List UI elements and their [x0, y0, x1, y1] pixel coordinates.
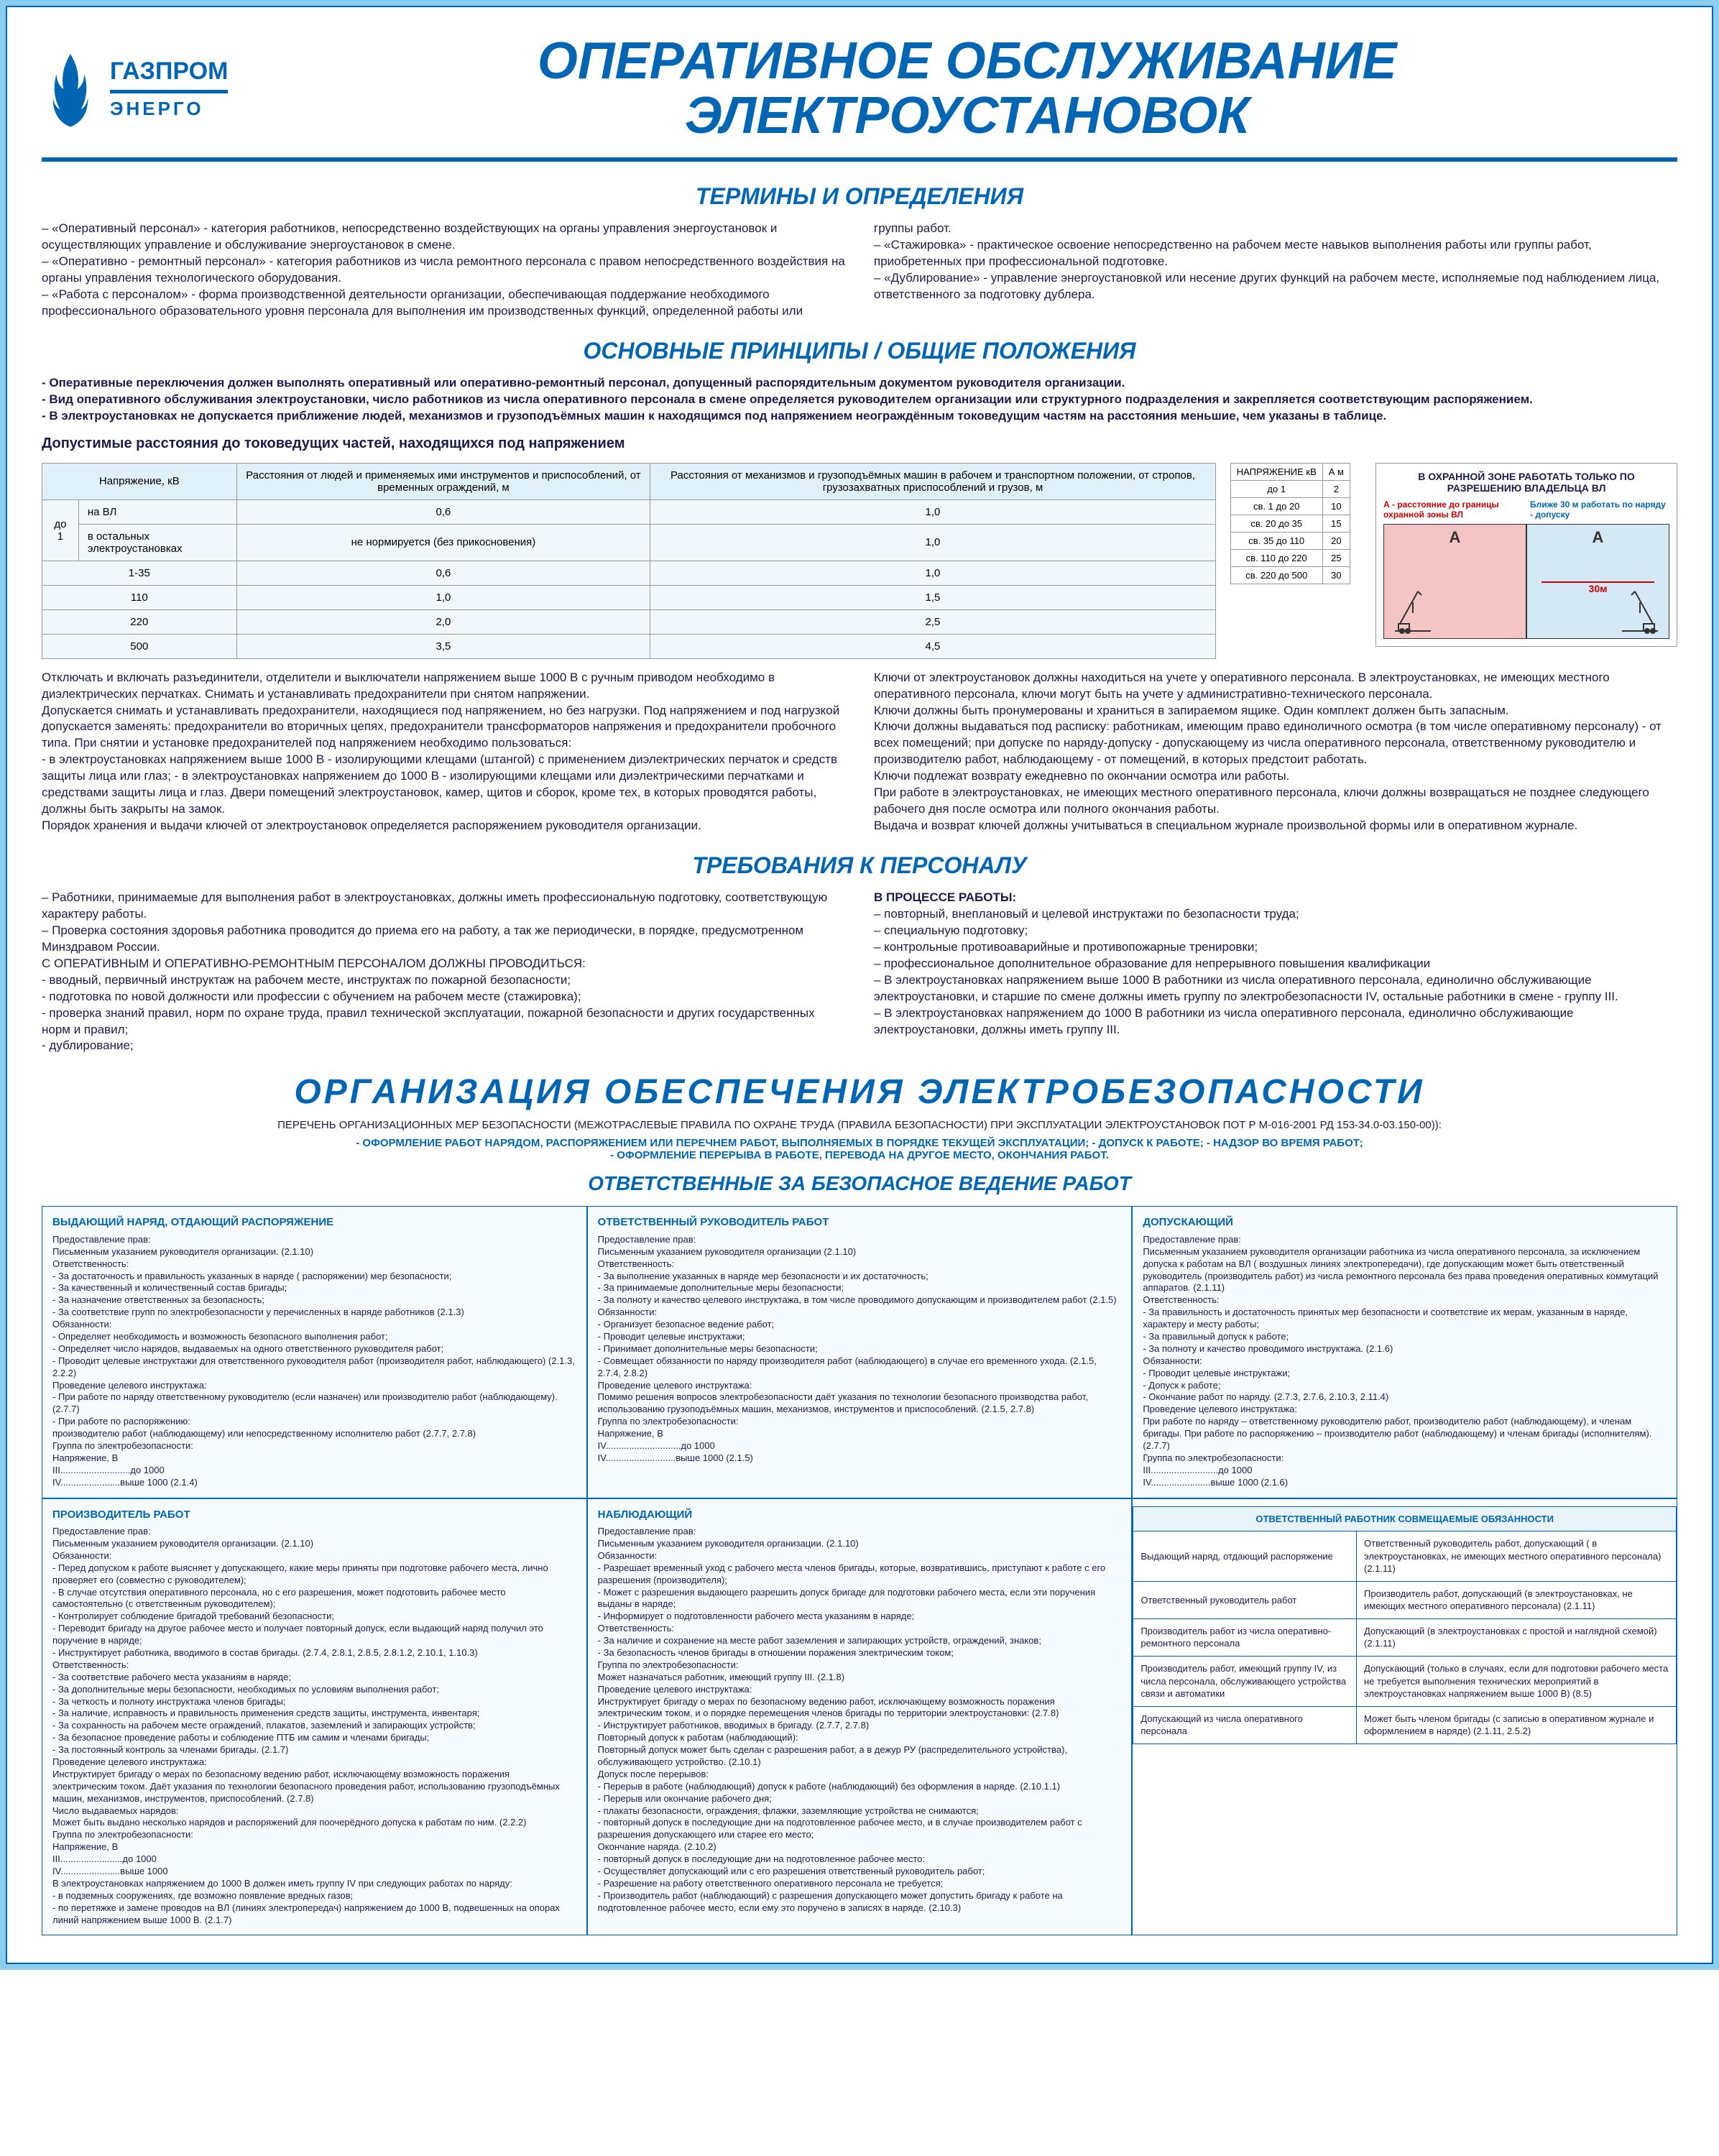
box-text: Предоставление прав: Письменным указание… — [1143, 1234, 1667, 1489]
combined-table: ОТВЕТСТВЕННЫЙ РАБОТНИК СОВМЕЩАЕМЫЕ ОБЯЗА… — [1133, 1506, 1677, 1744]
under-table-left: Отключать и включать разъединители, отде… — [42, 670, 845, 834]
td: до 1 — [1230, 480, 1322, 497]
perech: ПЕРЕЧЕНЬ ОРГАНИЗАЦИОННЫХ МЕР БЕЗОПАСНОСТ… — [42, 1119, 1677, 1131]
td: 1,0 — [650, 524, 1215, 561]
pers-right: – повторный, внеплановый и целевой инстр… — [874, 906, 1677, 1038]
td: св. 20 до 35 — [1230, 515, 1322, 532]
th: Расстояния от механизмов и грузоподъёмны… — [650, 463, 1215, 499]
td: 15 — [1322, 515, 1350, 532]
page: ГАЗПРОМ ЭНЕРГО ОПЕРАТИВНОЕ ОБСЛУЖИВАНИЕ … — [0, 0, 1719, 1970]
box-title: ПРОИЗВОДИТЕЛЬ РАБОТ — [52, 1508, 576, 1522]
logo-company: ГАЗПРОМ — [110, 57, 228, 86]
distances-table: Напряжение, кВ Расстояния от людей и при… — [42, 463, 1216, 659]
th: Расстояния от людей и применяемых ими ин… — [236, 463, 650, 499]
box-supervisor: ОТВЕТСТВЕННЫЙ РУКОВОДИТЕЛЬ РАБОТ Предост… — [587, 1206, 1133, 1498]
zone-table: НАПРЯЖЕНИЕ кВА м до 12 св. 1 до 2010 св.… — [1230, 463, 1350, 584]
th: А м — [1322, 463, 1350, 480]
crane-icon — [1618, 584, 1662, 635]
box-producer: ПРОИЗВОДИТЕЛЬ РАБОТ Предоставление прав:… — [42, 1498, 587, 1936]
org-title: ОРГАНИЗАЦИЯ ОБЕСПЕЧЕНИЯ ЭЛЕКТРОБЕЗОПАСНО… — [42, 1072, 1677, 1112]
td: Ответственный руководитель работ — [1133, 1581, 1357, 1618]
td: 220 — [42, 609, 237, 634]
personnel-title: ТРЕБОВАНИЯ К ПЕРСОНАЛУ — [42, 852, 1677, 879]
td: 30 — [1322, 566, 1350, 584]
td: 2 — [1322, 480, 1350, 497]
td: 1,5 — [650, 585, 1215, 609]
td: не нормируется (без прикосновения) — [236, 524, 650, 561]
td: в остальных электроустановках — [78, 524, 236, 561]
zone-b-label: Ближе 30 м работать по наряду - допуску — [1530, 499, 1669, 520]
td: св. 1 до 20 — [1230, 497, 1322, 515]
td: 110 — [42, 585, 237, 609]
ct-title: ОТВЕТСТВЕННЫЙ РАБОТНИК СОВМЕЩАЕМЫЕ ОБЯЗА… — [1133, 1506, 1677, 1531]
th: Напряжение, кВ — [42, 463, 237, 499]
box-issuer: ВЫДАЮЩИЙ НАРЯД, ОТДАЮЩИЙ РАСПОРЯЖЕНИЕ Пр… — [42, 1206, 587, 1498]
td: Выдающий наряд, отдающий распоряжение — [1133, 1531, 1357, 1582]
crane-icon — [1391, 584, 1434, 635]
td: 2,5 — [650, 609, 1215, 634]
td: св. 35 до 110 — [1230, 532, 1322, 549]
zone-a-label: А - расстояние до границы охранной зоны … — [1383, 499, 1523, 520]
td: 10 — [1322, 497, 1350, 515]
box-title: НАБЛЮДАЮЩИЙ — [598, 1508, 1122, 1522]
box-observer: НАБЛЮДАЮЩИЙ Предоставление прав: Письмен… — [587, 1498, 1133, 1936]
td: 2,0 — [236, 609, 650, 634]
boxes-row1: ВЫДАЮЩИЙ НАРЯД, ОТДАЮЩИЙ РАСПОРЯЖЕНИЕ Пр… — [42, 1206, 1677, 1498]
boxes-row2: ПРОИЗВОДИТЕЛЬ РАБОТ Предоставление прав:… — [42, 1498, 1677, 1936]
box-title: ОТВЕТСТВЕННЫЙ РУКОВОДИТЕЛЬ РАБОТ — [598, 1215, 1122, 1230]
resp-title: ОТВЕТСТВЕННЫЕ ЗА БЕЗОПАСНОЕ ВЕДЕНИЕ РАБО… — [42, 1172, 1677, 1195]
logo: ГАЗПРОМ ЭНЕРГО — [42, 50, 228, 129]
td: 1,0 — [650, 499, 1215, 524]
td: 1,0 — [650, 561, 1215, 585]
perech2: - ОФОРМЛЕНИЕ РАБОТ НАРЯДОМ, РАСПОРЯЖЕНИЕ… — [42, 1137, 1677, 1161]
td: Производитель работ, допускающий (в элек… — [1357, 1581, 1677, 1618]
header-rule — [42, 157, 1677, 162]
td: Допускающий из числа оперативного персон… — [1133, 1706, 1357, 1743]
principles-text: - Оперативные переключения должен выполн… — [42, 375, 1677, 425]
principles-title: ОСНОВНЫЕ ПРИНЦИПЫ / ОБЩИЕ ПОЛОЖЕНИЯ — [42, 338, 1677, 364]
td: 1-35 — [42, 561, 237, 585]
terms-title: ТЕРМИНЫ И ОПРЕДЕЛЕНИЯ — [42, 183, 1677, 210]
td: 25 — [1322, 549, 1350, 566]
under-table-right: Ключи от электроустановок должны находит… — [874, 670, 1677, 834]
under-table-text: Отключать и включать разъединители, отде… — [42, 670, 1677, 834]
box-title: ВЫДАЮЩИЙ НАРЯД, ОТДАЮЩИЙ РАСПОРЯЖЕНИЕ — [52, 1215, 576, 1230]
td: 0,6 — [236, 499, 650, 524]
td: Может быть членом бригады (с записью в о… — [1357, 1706, 1677, 1743]
box-text: Предоставление прав: Письменным указание… — [52, 1526, 576, 1926]
main-title: ОПЕРАТИВНОЕ ОБСЛУЖИВАНИЕ ЭЛЕКТРОУСТАНОВО… — [257, 34, 1677, 143]
tables-row: Напряжение, кВ Расстояния от людей и при… — [42, 463, 1677, 659]
box-text: Предоставление прав: Письменным указание… — [598, 1526, 1122, 1915]
td: св. 110 до 220 — [1230, 549, 1322, 566]
td: 1,0 — [236, 585, 650, 609]
td: Производитель работ, имеющий группу IV, … — [1133, 1656, 1357, 1706]
td: 20 — [1322, 532, 1350, 549]
td: Допускающий (только в случаях, если для … — [1357, 1656, 1677, 1706]
td: 4,5 — [650, 634, 1215, 658]
pers-left: – Работники, принимаемые для выполнения … — [42, 890, 845, 1054]
td: 0,6 — [236, 561, 650, 585]
logo-sub: ЭНЕРГО — [110, 90, 228, 120]
logo-flame-icon — [42, 50, 99, 129]
th: НАПРЯЖЕНИЕ кВ — [1230, 463, 1322, 480]
td: св. 220 до 500 — [1230, 566, 1322, 584]
td: до 1 — [42, 499, 79, 561]
box-admitter: ДОПУСКАЮЩИЙ Предоставление прав: Письмен… — [1132, 1206, 1677, 1498]
td: 500 — [42, 634, 237, 658]
box-combine: ОТВЕТСТВЕННЫЙ РАБОТНИК СОВМЕЩАЕМЫЕ ОБЯЗА… — [1132, 1498, 1677, 1936]
td: Допускающий (в электроустановках с прост… — [1357, 1618, 1677, 1656]
dist-title: Допустимые расстояния до токоведущих час… — [42, 436, 1677, 452]
pers-right-title: В ПРОЦЕССЕ РАБОТЫ: — [874, 890, 1677, 906]
zone-title: В ОХРАННОЙ ЗОНЕ РАБОТАТЬ ТОЛЬКО ПО РАЗРЕ… — [1383, 471, 1669, 494]
td: на ВЛ — [78, 499, 236, 524]
box-text: Предоставление прав: Письменным указание… — [598, 1234, 1122, 1465]
box-title: ДОПУСКАЮЩИЙ — [1143, 1215, 1667, 1230]
td: 3,5 — [236, 634, 650, 658]
header: ГАЗПРОМ ЭНЕРГО ОПЕРАТИВНОЕ ОБСЛУЖИВАНИЕ … — [42, 34, 1677, 143]
zone-diagram: В ОХРАННОЙ ЗОНЕ РАБОТАТЬ ТОЛЬКО ПО РАЗРЕ… — [1375, 463, 1677, 647]
box-text: Предоставление прав: Письменным указание… — [52, 1234, 576, 1489]
terms-text: – «Оперативный персонал» - категория раб… — [42, 221, 1677, 320]
td: Производитель работ из числа оперативно-… — [1133, 1618, 1357, 1656]
td: Ответственный руководитель работ, допуск… — [1357, 1531, 1677, 1582]
